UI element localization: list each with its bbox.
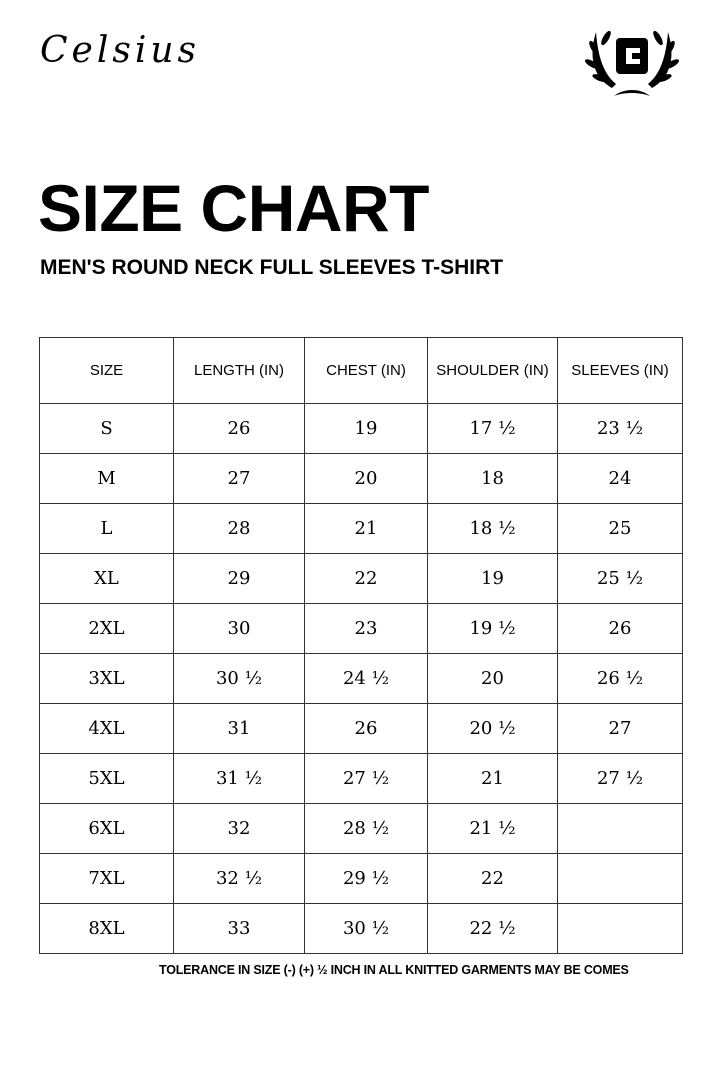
cell-size: 4XL bbox=[39, 703, 174, 754]
cell-size: 7XL bbox=[39, 853, 174, 904]
cell-chest: 28 ½ bbox=[304, 803, 428, 854]
cell-length: 33 bbox=[173, 903, 305, 954]
cell-sleeves bbox=[557, 853, 683, 904]
cell-size: L bbox=[39, 503, 174, 554]
cell-chest: 26 bbox=[304, 703, 428, 754]
table-row: 3XL 30 ½ 24 ½ 20 26 ½ bbox=[39, 653, 683, 704]
cell-length: 28 bbox=[173, 503, 305, 554]
brand-logo-text: Celsius bbox=[40, 30, 201, 71]
table-row: 8XL 33 30 ½ 22 ½ bbox=[39, 903, 683, 954]
table-row: 2XL 30 23 19 ½ 26 bbox=[39, 603, 683, 654]
tolerance-note: TOLERANCE IN SIZE (-) (+) ½ INCH IN ALL … bbox=[159, 963, 629, 977]
cell-chest: 30 ½ bbox=[304, 903, 428, 954]
cell-length: 29 bbox=[173, 553, 305, 604]
table-row: S 26 19 17 ½ 23 ½ bbox=[39, 403, 683, 454]
table-header-row: SIZE LENGTH (IN) CHEST (IN) SHOULDER (IN… bbox=[39, 337, 683, 404]
cell-sleeves: 26 bbox=[557, 603, 683, 654]
size-chart-table: SIZE LENGTH (IN) CHEST (IN) SHOULDER (IN… bbox=[39, 337, 683, 954]
cell-length: 27 bbox=[173, 453, 305, 504]
cell-shoulder: 19 bbox=[427, 553, 558, 604]
header-sleeves: SLEEVES (IN) bbox=[557, 337, 683, 404]
table-row: M 27 20 18 24 bbox=[39, 453, 683, 504]
cell-chest: 20 bbox=[304, 453, 428, 504]
cell-shoulder: 17 ½ bbox=[427, 403, 558, 454]
cell-sleeves bbox=[557, 903, 683, 954]
cell-sleeves: 27 ½ bbox=[557, 753, 683, 804]
cell-size: M bbox=[39, 453, 174, 504]
cell-shoulder: 20 ½ bbox=[427, 703, 558, 754]
cell-sleeves: 27 bbox=[557, 703, 683, 754]
cell-chest: 19 bbox=[304, 403, 428, 454]
laurel-logo-icon bbox=[584, 30, 680, 96]
cell-sleeves: 25 ½ bbox=[557, 553, 683, 604]
cell-sleeves: 23 ½ bbox=[557, 403, 683, 454]
cell-size: S bbox=[39, 403, 174, 454]
cell-length: 31 ½ bbox=[173, 753, 305, 804]
cell-shoulder: 18 ½ bbox=[427, 503, 558, 554]
cell-sleeves: 24 bbox=[557, 453, 683, 504]
header-size: SIZE bbox=[39, 337, 174, 404]
table-row: 5XL 31 ½ 27 ½ 21 27 ½ bbox=[39, 753, 683, 804]
cell-shoulder: 21 ½ bbox=[427, 803, 558, 854]
cell-length: 30 bbox=[173, 603, 305, 654]
table-row: 7XL 32 ½ 29 ½ 22 bbox=[39, 853, 683, 904]
cell-chest: 29 ½ bbox=[304, 853, 428, 904]
cell-chest: 24 ½ bbox=[304, 653, 428, 704]
cell-shoulder: 18 bbox=[427, 453, 558, 504]
header-shoulder: SHOULDER (IN) bbox=[427, 337, 558, 404]
cell-length: 26 bbox=[173, 403, 305, 454]
cell-length: 32 bbox=[173, 803, 305, 854]
cell-size: 5XL bbox=[39, 753, 174, 804]
cell-chest: 27 ½ bbox=[304, 753, 428, 804]
cell-sleeves: 25 bbox=[557, 503, 683, 554]
cell-length: 31 bbox=[173, 703, 305, 754]
cell-size: 6XL bbox=[39, 803, 174, 854]
page-subtitle: MEN'S ROUND NECK FULL SLEEVES T-SHIRT bbox=[40, 256, 504, 279]
table-row: 4XL 31 26 20 ½ 27 bbox=[39, 703, 683, 754]
cell-length: 30 ½ bbox=[173, 653, 305, 704]
table-row: XL 29 22 19 25 ½ bbox=[39, 553, 683, 604]
cell-shoulder: 22 ½ bbox=[427, 903, 558, 954]
cell-size: 8XL bbox=[39, 903, 174, 954]
cell-chest: 23 bbox=[304, 603, 428, 654]
table-row: L 28 21 18 ½ 25 bbox=[39, 503, 683, 554]
cell-chest: 22 bbox=[304, 553, 428, 604]
cell-chest: 21 bbox=[304, 503, 428, 554]
cell-sleeves bbox=[557, 803, 683, 854]
cell-shoulder: 21 bbox=[427, 753, 558, 804]
cell-size: 2XL bbox=[39, 603, 174, 654]
cell-size: 3XL bbox=[39, 653, 174, 704]
cell-sleeves: 26 ½ bbox=[557, 653, 683, 704]
cell-shoulder: 20 bbox=[427, 653, 558, 704]
table-row: 6XL 32 28 ½ 21 ½ bbox=[39, 803, 683, 854]
cell-length: 32 ½ bbox=[173, 853, 305, 904]
cell-size: XL bbox=[39, 553, 174, 604]
cell-shoulder: 22 bbox=[427, 853, 558, 904]
cell-shoulder: 19 ½ bbox=[427, 603, 558, 654]
header-chest: CHEST (IN) bbox=[304, 337, 428, 404]
header-length: LENGTH (IN) bbox=[173, 337, 305, 404]
page-title: SIZE CHART bbox=[38, 171, 430, 245]
